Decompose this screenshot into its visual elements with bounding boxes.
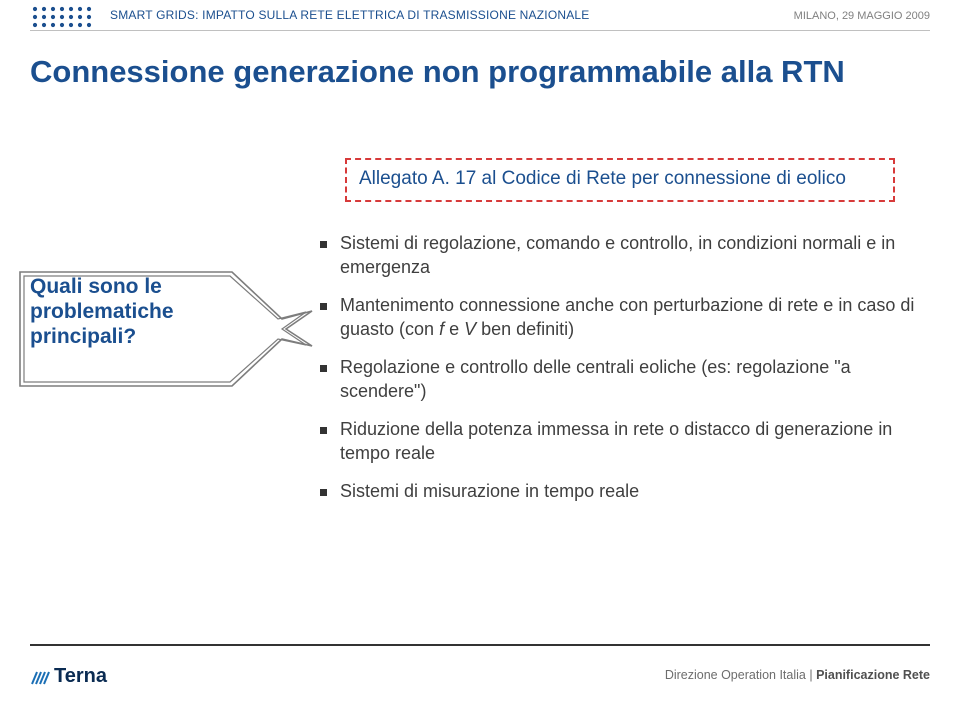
list-item: Regolazione e controllo delle centrali e… [318, 356, 923, 404]
footer-right-plain: Direzione Operation Italia | [665, 668, 816, 682]
footer-right-bold: Pianificazione Rete [816, 668, 930, 682]
terna-logo-icon [30, 666, 52, 688]
question-line: Quali sono le [30, 275, 162, 298]
question-text: Quali sono le problematiche principali? [30, 274, 210, 350]
footer-logo-text: Terna [54, 665, 107, 688]
header-bar: SMART GRIDS: IMPATTO SULLA RETE ELETTRIC… [0, 0, 960, 26]
bullet-italic: V [464, 319, 476, 339]
bullet-text: Mantenimento connessione anche con pertu… [340, 295, 914, 339]
allegato-box: Allegato A. 17 al Codice di Rete per con… [345, 158, 895, 202]
footer-right: Direzione Operation Italia | Pianificazi… [665, 668, 930, 682]
header-dots-icon [30, 3, 100, 29]
list-item: Sistemi di regolazione, comando e contro… [318, 232, 923, 280]
question-line: problematiche [30, 300, 174, 323]
header-meta: MILANO, 29 MAGGIO 2009 [794, 10, 930, 22]
bullet-list: Sistemi di regolazione, comando e contro… [318, 232, 923, 517]
list-item: Sistemi di misurazione in tempo reale [318, 480, 923, 504]
header-rule [30, 30, 930, 31]
question-line: principali? [30, 325, 136, 348]
list-item: Riduzione della potenza immessa in rete … [318, 418, 923, 466]
slide-title: Connessione generazione non programmabil… [30, 54, 845, 90]
header-title: SMART GRIDS: IMPATTO SULLA RETE ELETTRIC… [110, 8, 590, 22]
footer-rule [30, 644, 930, 646]
allegato-text: Allegato A. 17 al Codice di Rete per con… [359, 168, 881, 190]
bullet-text: e [444, 319, 464, 339]
bullet-text: ben definiti) [476, 319, 574, 339]
list-item: Mantenimento connessione anche con pertu… [318, 294, 923, 342]
footer-logo: Terna [30, 665, 107, 688]
